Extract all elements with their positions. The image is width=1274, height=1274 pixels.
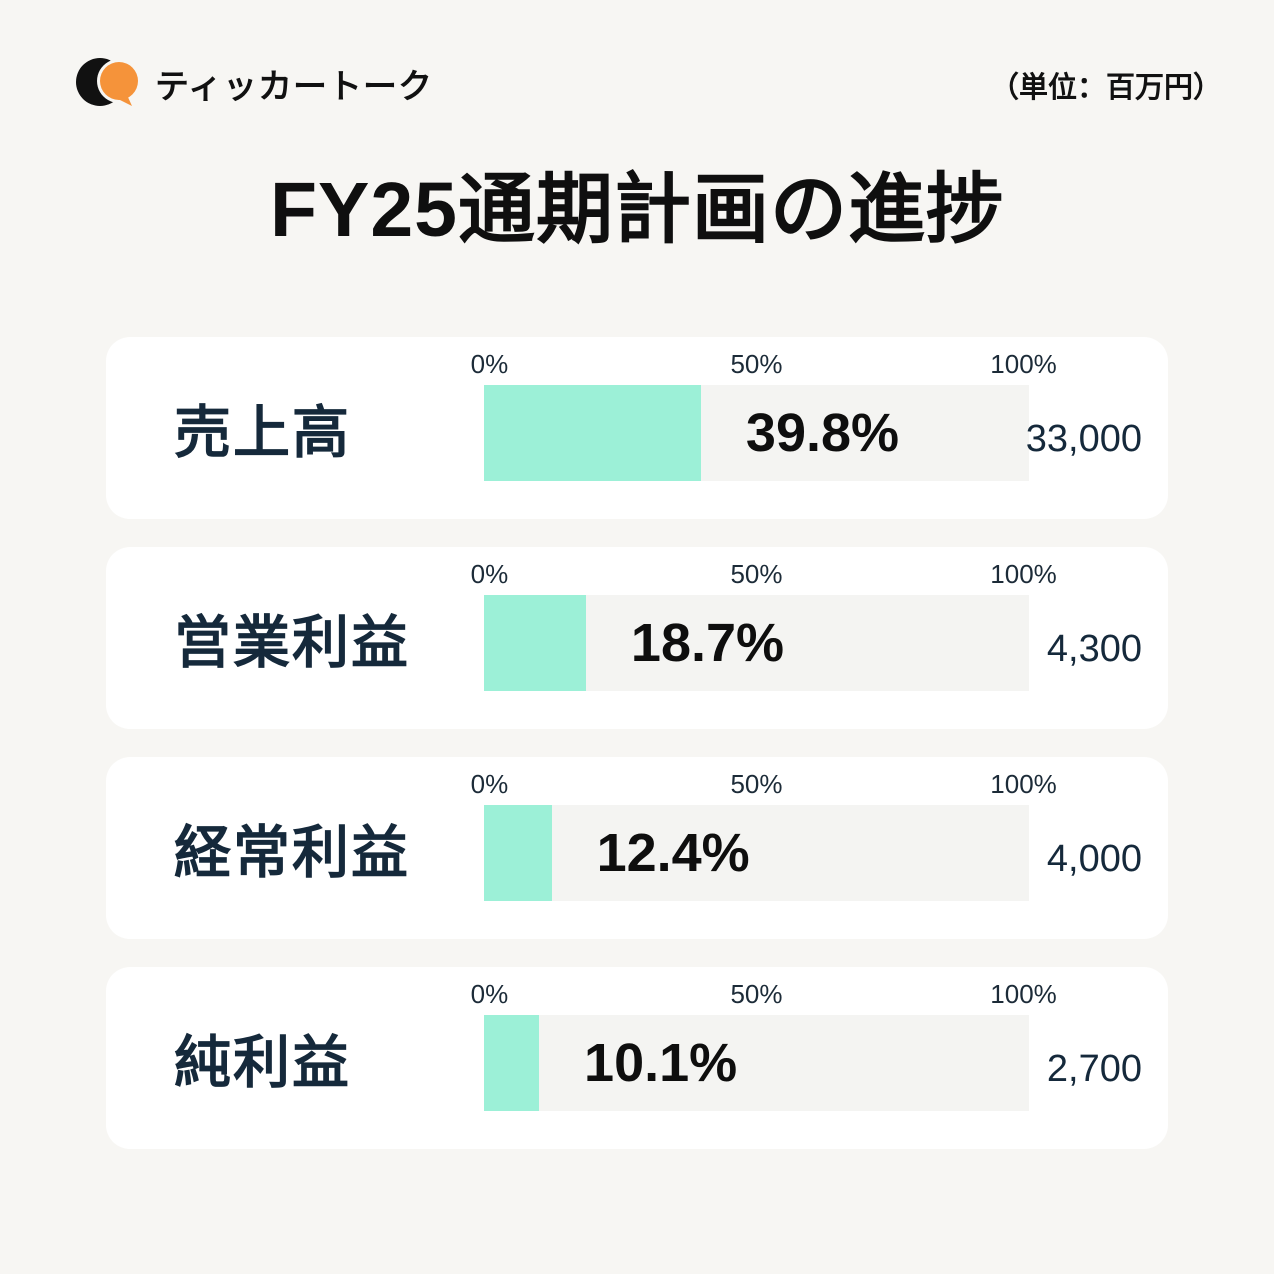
- progress-bar-area: 0% 50% 100% 10.1%: [471, 967, 1057, 1149]
- page-title: FY25通期計画の進捗: [269, 167, 1005, 253]
- tick-100: 100%: [990, 769, 1057, 799]
- metric-label: 純利益: [174, 1031, 351, 1095]
- progress-fill: [484, 595, 586, 691]
- tick-50: 50%: [730, 769, 783, 799]
- brand-logo: ティッカートーク: [75, 55, 433, 111]
- metric-label: 経常利益: [174, 821, 410, 885]
- progress-bar-area: 0% 50% 100% 12.4%: [471, 757, 1057, 939]
- percent-value: 12.4%: [596, 823, 750, 883]
- tick-0: 0%: [470, 769, 509, 799]
- progress-bar-area: 0% 50% 100% 39.8%: [471, 337, 1057, 519]
- unit-note: （単位：百万円）: [989, 72, 1222, 104]
- tick-100: 100%: [990, 559, 1057, 589]
- progress-fill: [484, 805, 552, 901]
- metric-card-operating-profit: 営業利益 0% 50% 100% 18.7% 4,300: [106, 547, 1168, 729]
- metric-label: 売上高: [174, 401, 351, 465]
- progress-fill: [484, 385, 701, 481]
- plan-value: 4,300: [1046, 627, 1142, 670]
- progress-bar-area: 0% 50% 100% 18.7%: [471, 547, 1057, 729]
- brand-name: ティッカートーク: [155, 67, 433, 106]
- tick-50: 50%: [730, 349, 783, 379]
- axis-ticks: 0% 50% 100%: [471, 757, 1057, 805]
- axis-ticks: 0% 50% 100%: [471, 967, 1057, 1015]
- percent-value: 39.8%: [745, 403, 900, 463]
- metric-card-net-profit: 純利益 0% 50% 100% 10.1% 2,700: [106, 967, 1168, 1149]
- metric-label: 営業利益: [174, 611, 410, 675]
- metric-card-revenue: 売上高 0% 50% 100% 39.8% 33,000: [106, 337, 1168, 519]
- tick-0: 0%: [470, 559, 509, 589]
- tick-100: 100%: [990, 979, 1057, 1009]
- axis-ticks: 0% 50% 100%: [471, 337, 1057, 385]
- metric-card-ordinary-profit: 経常利益 0% 50% 100% 12.4% 4,000: [106, 757, 1168, 939]
- progress-track: 10.1%: [484, 1015, 1029, 1111]
- plan-value: 33,000: [1025, 417, 1142, 460]
- tick-100: 100%: [990, 349, 1057, 379]
- tick-50: 50%: [730, 979, 783, 1009]
- axis-ticks: 0% 50% 100%: [471, 547, 1057, 595]
- tick-50: 50%: [730, 559, 783, 589]
- speech-bubbles-icon: [76, 58, 141, 108]
- progress-fill: [484, 1015, 540, 1111]
- progress-track: 39.8%: [484, 385, 1029, 481]
- plan-value: 2,700: [1046, 1047, 1142, 1090]
- tick-0: 0%: [470, 979, 509, 1009]
- progress-track: 18.7%: [484, 595, 1029, 691]
- plan-value: 4,000: [1046, 837, 1142, 880]
- percent-value: 18.7%: [630, 613, 785, 673]
- percent-value: 10.1%: [584, 1033, 738, 1093]
- tick-0: 0%: [470, 349, 509, 379]
- progress-track: 12.4%: [484, 805, 1029, 901]
